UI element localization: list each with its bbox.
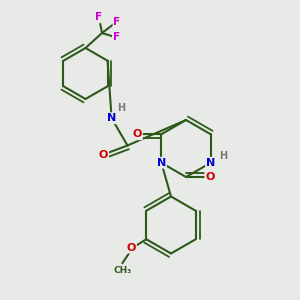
Text: O: O	[205, 172, 215, 182]
Text: F: F	[95, 12, 103, 22]
Text: H: H	[219, 151, 227, 161]
Text: O: O	[133, 129, 142, 139]
Text: F: F	[113, 16, 121, 27]
Text: F: F	[113, 32, 120, 43]
Text: N: N	[157, 158, 166, 168]
Text: N: N	[107, 113, 116, 123]
Text: N: N	[206, 158, 215, 168]
Text: CH₃: CH₃	[113, 266, 131, 275]
Text: O: O	[99, 149, 108, 160]
Text: O: O	[127, 243, 136, 253]
Text: H: H	[117, 103, 125, 113]
